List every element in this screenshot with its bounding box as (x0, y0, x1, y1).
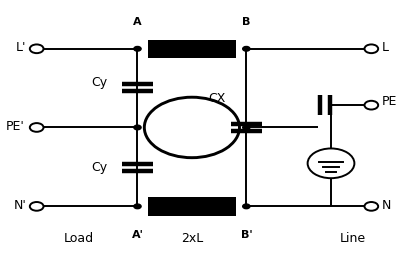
Text: Cy: Cy (91, 161, 107, 174)
Text: 2xL: 2xL (181, 232, 203, 245)
Text: L': L' (16, 41, 27, 54)
Circle shape (243, 204, 250, 209)
Circle shape (134, 204, 141, 209)
Text: PE': PE' (6, 120, 25, 133)
Text: N': N' (14, 199, 27, 212)
Text: B': B' (240, 230, 252, 240)
Text: PE: PE (382, 95, 397, 108)
Text: A': A' (132, 230, 144, 240)
Circle shape (134, 46, 141, 51)
Text: B: B (242, 17, 251, 27)
Circle shape (134, 125, 141, 130)
Text: A: A (133, 17, 142, 27)
Text: L: L (382, 41, 389, 54)
Bar (148, 40, 236, 58)
Text: Line: Line (340, 232, 366, 245)
Text: N: N (382, 199, 391, 212)
Circle shape (243, 46, 250, 51)
Bar (148, 197, 236, 215)
Text: Cy: Cy (91, 76, 107, 89)
Text: Load: Load (64, 232, 94, 245)
Text: CX: CX (208, 92, 225, 105)
Circle shape (243, 125, 250, 130)
